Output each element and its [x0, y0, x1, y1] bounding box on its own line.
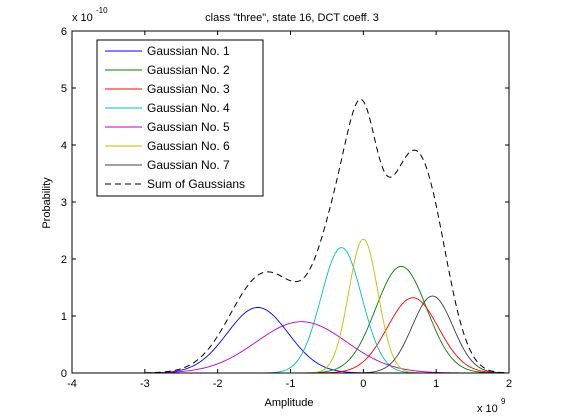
legend-label-2: Gaussian No. 2 [147, 63, 230, 77]
y-tick-label: 0 [61, 368, 67, 380]
series-line-7 [144, 295, 506, 374]
chart-title: class "three", state 16, DCT coeff. 3 [205, 12, 379, 24]
legend-label-8: Sum of Gaussians [147, 177, 245, 191]
x-tick-label: 1 [433, 378, 439, 390]
x-exponent-power: 9 [501, 397, 506, 406]
y-exponent-base: x 10 [72, 12, 93, 24]
axes: -4 -3 -2 -1 0 1 2 0 1 2 3 4 5 6 [61, 26, 512, 390]
legend: Gaussian No. 1 Gaussian No. 2 Gaussian No.… [96, 39, 264, 197]
x-tick-label: 0 [360, 378, 366, 390]
y-exponent-label: x 10 -10 [72, 6, 108, 24]
x-exponent-base: x 10 [477, 403, 498, 415]
x-tick-label: -2 [213, 378, 223, 390]
legend-label-1: Gaussian No. 1 [147, 44, 230, 58]
x-tick-label: -4 [67, 378, 77, 390]
legend-label-5: Gaussian No. 5 [147, 120, 230, 134]
y-tick-label: 6 [61, 26, 67, 38]
series-line-1 [144, 306, 506, 374]
y-tick-label: 4 [61, 140, 67, 152]
series-line-6 [144, 238, 506, 374]
y-tick-label: 3 [61, 197, 67, 209]
x-axis-label: Amplitude [265, 397, 314, 409]
legend-label-6: Gaussian No. 6 [147, 139, 230, 153]
legend-label-4: Gaussian No. 4 [147, 101, 230, 115]
y-axis-label: Probability [41, 177, 53, 229]
y-tick-label: 5 [61, 83, 67, 95]
series-line-5 [144, 321, 506, 374]
y-tick-label: 1 [61, 311, 67, 323]
y-exponent-power: -10 [96, 6, 108, 15]
series-line-4 [144, 247, 506, 374]
x-exponent-label: x 10 9 [477, 397, 506, 415]
y-tick-label: 2 [61, 254, 67, 266]
legend-label-3: Gaussian No. 3 [147, 82, 230, 96]
sum-of-gaussians-line [144, 98, 506, 374]
x-tick-label: -3 [140, 378, 150, 390]
series-line-3 [144, 297, 506, 374]
legend-box [96, 39, 264, 197]
legend-label-7: Gaussian No. 7 [147, 158, 230, 172]
x-tick-label: 2 [506, 378, 512, 390]
x-tick-label: -1 [286, 378, 296, 390]
